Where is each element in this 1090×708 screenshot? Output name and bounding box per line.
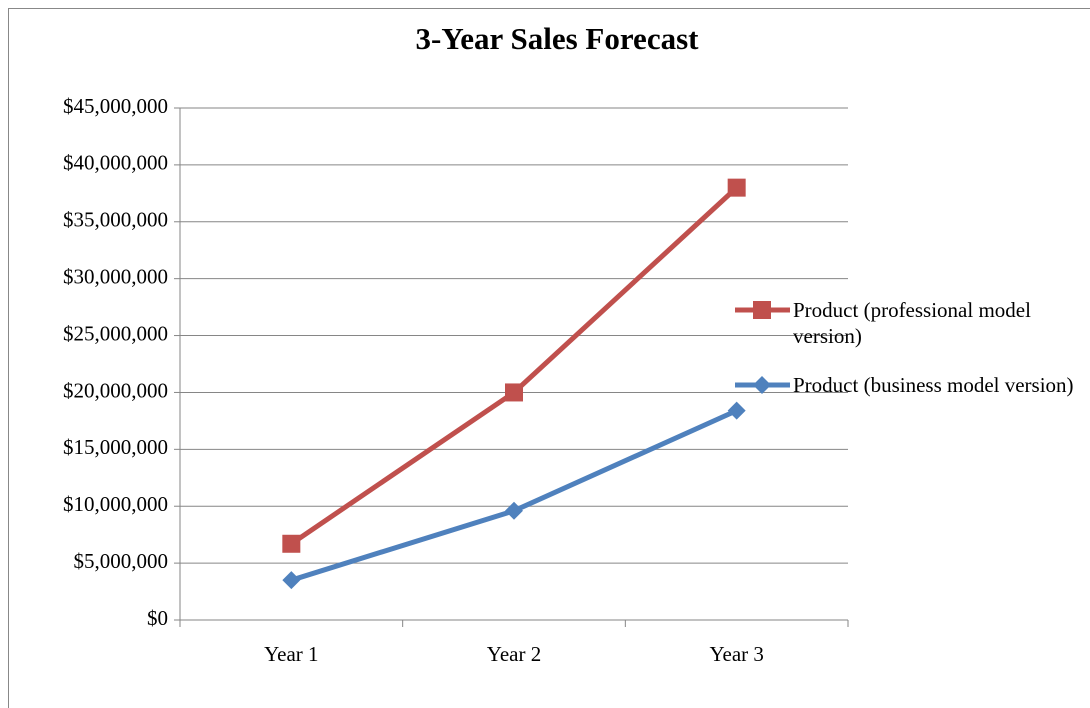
y-tick-label: $35,000,000 (63, 208, 168, 232)
y-tick-label: $0 (147, 606, 168, 630)
legend-label: Product (business model version) (793, 373, 1074, 397)
chart-title: 3-Year Sales Forecast (416, 21, 700, 56)
y-tick-label: $20,000,000 (63, 378, 168, 402)
y-tick-label: $30,000,000 (63, 264, 168, 288)
y-tick-label: $45,000,000 (63, 94, 168, 118)
marker (282, 534, 301, 553)
marker (727, 401, 746, 420)
chart-border (8, 8, 1090, 708)
y-tick-label: $10,000,000 (63, 492, 168, 516)
x-tick-label: Year 1 (264, 642, 318, 666)
legend-label: Product (professional model version) (793, 298, 1031, 348)
y-tick-label: $25,000,000 (63, 321, 168, 345)
y-tick-label: $5,000,000 (74, 549, 169, 573)
marker (505, 383, 523, 402)
x-tick-label: Year 3 (709, 642, 763, 666)
y-tick-label: $15,000,000 (63, 435, 168, 459)
series-line (289, 185, 739, 546)
marker (505, 501, 523, 520)
x-tick-label: Year 2 (487, 642, 541, 666)
marker (753, 376, 771, 394)
y-tick-label: $40,000,000 (63, 151, 168, 175)
marker (727, 178, 746, 197)
marker (753, 301, 771, 319)
marker (282, 571, 301, 590)
